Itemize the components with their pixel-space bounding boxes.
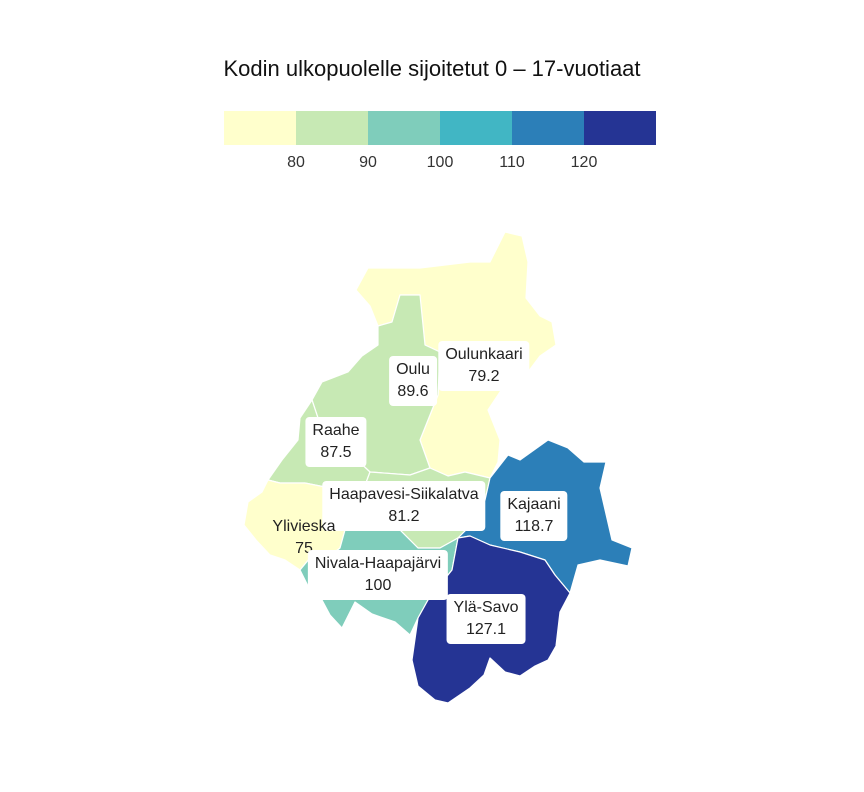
region-name: Kajaani [507,496,561,513]
region-label-oulu: Oulu 89.6 [389,356,437,406]
region-name: Ylivieska [272,518,336,535]
legend-swatch-2 [296,111,368,145]
legend-tick-label: 100 [426,154,454,171]
legend-tick-label: 80 [287,154,305,171]
region-name: Oulu [396,361,430,378]
region-value: 118.7 [514,518,554,535]
region-name: Nivala-Haapajärvi [314,555,442,572]
region-label-oulunkaari: Oulunkaari 79.2 [438,341,530,391]
region-label-nivala-haapajarvi: Nivala-Haapajärvi 100 [307,550,449,600]
legend-swatch-3 [368,111,440,145]
region-value: 127.1 [465,621,507,638]
region-label-kajaani: Kajaani 118.7 [500,491,568,541]
region-label-raahe: Raahe 87.5 [305,417,367,467]
region-value: 79.2 [468,368,500,385]
region-name: Raahe [312,422,360,439]
region-label-yla-savo: Ylä-Savo 127.1 [446,594,526,644]
region-value: 81.2 [388,508,420,525]
legend-swatch-1 [224,111,296,145]
region-value: 89.6 [397,383,429,400]
region-name: Haapavesi-Siikalatva [329,486,479,503]
map-title: Kodin ulkopuolelle sijoitetut 0 – 17-vuo… [223,56,641,81]
legend-swatch-5 [512,111,584,145]
region-name: Oulunkaari [445,346,523,363]
legend-tick-label: 90 [359,154,377,171]
legend-tick-label: 110 [499,154,525,171]
region-label-haapavesi-siikalatva: Haapavesi-Siikalatva 81.2 [322,481,486,531]
region-value: 87.5 [320,444,352,461]
region-name: Ylä-Savo [453,599,519,616]
color-legend: 80 90 100 110 120 [224,111,656,181]
legend-tick-label: 120 [570,154,598,171]
region-value: 100 [364,577,392,594]
legend-swatch-6 [584,111,656,145]
legend-swatch-4 [440,111,512,145]
